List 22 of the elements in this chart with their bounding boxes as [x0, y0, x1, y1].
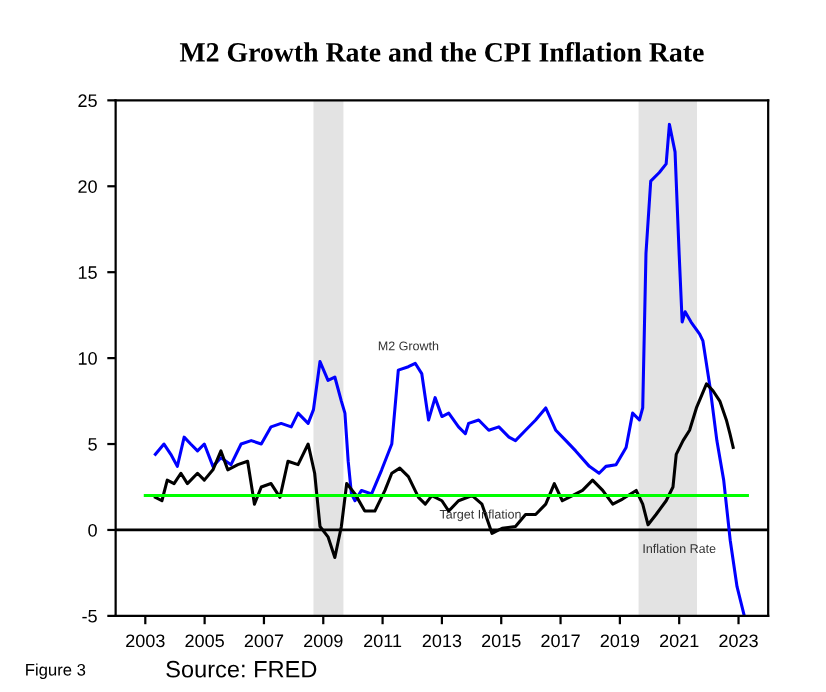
y-tick-label: -5 [82, 610, 97, 623]
y-tick-label: 20 [78, 180, 97, 193]
x-tick-label: 2013 [422, 634, 462, 648]
chart-title: M2 Growth Rate and the CPI Inflation Rate [179, 41, 704, 62]
x-tick-label: 2023 [719, 634, 758, 648]
source-note: Source: FRED [166, 660, 317, 678]
x-tick-label: 2015 [482, 634, 521, 648]
line-series [153, 122, 746, 616]
x-tick-label: 2007 [244, 634, 284, 648]
y-tick-label: 10 [78, 352, 97, 365]
y-tick-label: 15 [78, 266, 97, 279]
y-tick-label: 25 [78, 94, 97, 108]
x-tick-label: 2009 [304, 634, 343, 648]
x-tick-label: 2011 [364, 634, 402, 648]
x-tick-label: 2021 [660, 634, 699, 648]
x-tick-label: 2017 [541, 634, 580, 648]
caption: Figure 3 [26, 663, 86, 680]
y-tick-label: 0 [88, 523, 97, 537]
x-tick-label: 2003 [126, 634, 165, 648]
y-tick-label: 5 [88, 438, 97, 451]
x-tick-label: 2019 [600, 634, 640, 648]
x-tick-label: 2005 [185, 634, 224, 648]
